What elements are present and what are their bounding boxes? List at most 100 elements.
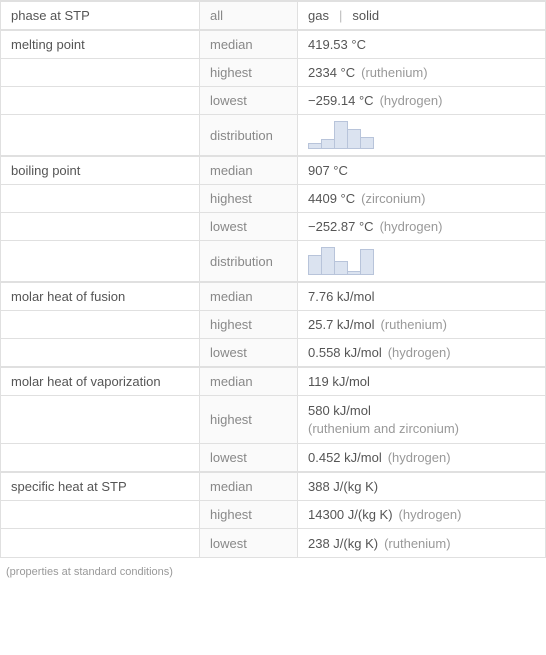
property-name (1, 185, 199, 212)
table-row: phase at STPallgas | solid (1, 1, 545, 30)
stat-value: 388 J/(kg K) (297, 473, 545, 500)
histogram-bar (334, 261, 348, 275)
stat-label: lowest (199, 87, 297, 114)
stat-value: 4409 °C (zirconium) (297, 185, 545, 212)
property-name: boiling point (1, 157, 199, 184)
histogram-bar (347, 129, 361, 149)
table-row: highest 2334 °C (ruthenium) (1, 59, 545, 87)
value-note: (zirconium) (361, 191, 425, 206)
histogram-bar (360, 249, 374, 275)
stat-label: highest (199, 59, 297, 86)
stat-value: 580 kJ/mol(ruthenium and zirconium) (297, 396, 545, 443)
value-text: 580 kJ/mol (308, 402, 459, 420)
histogram-bar (347, 271, 361, 275)
property-name (1, 213, 199, 240)
value-text: 238 J/(kg K) (308, 536, 378, 551)
property-name (1, 59, 199, 86)
property-name (1, 311, 199, 338)
properties-table: phase at STPallgas|solidmelting pointmed… (0, 0, 546, 558)
stat-label: lowest (199, 444, 297, 471)
stat-value (297, 241, 545, 281)
stat-label: highest (199, 311, 297, 338)
table-row: melting pointmedian 419.53 °C (1, 30, 545, 59)
stat-value: 7.76 kJ/mol (297, 283, 545, 310)
stat-label: all (199, 2, 297, 29)
value-part: solid (352, 8, 379, 23)
value-text: 25.7 kJ/mol (308, 317, 374, 332)
property-name: melting point (1, 31, 199, 58)
stat-label: median (199, 473, 297, 500)
stat-value: 419.53 °C (297, 31, 545, 58)
property-name: specific heat at STP (1, 473, 199, 500)
stat-value: 0.558 kJ/mol (hydrogen) (297, 339, 545, 366)
stat-label: median (199, 31, 297, 58)
table-row: molar heat of fusionmedian7.76 kJ/mol (1, 282, 545, 311)
stat-value: 14300 J/(kg K)(hydrogen) (297, 501, 545, 528)
value-text: 388 J/(kg K) (308, 479, 378, 494)
stat-label: distribution (199, 241, 297, 281)
table-row: specific heat at STPmedian 388 J/(kg K) (1, 472, 545, 501)
stat-label: distribution (199, 115, 297, 155)
property-name (1, 529, 199, 557)
value-multiline: 580 kJ/mol(ruthenium and zirconium) (308, 402, 459, 437)
value-text: 2334 °C (308, 65, 355, 80)
value-note: (ruthenium and zirconium) (308, 420, 459, 438)
property-name (1, 87, 199, 114)
table-row: molar heat of vaporizationmedian 119 kJ/m… (1, 367, 545, 396)
stat-value: −252.87 °C (hydrogen) (297, 213, 545, 240)
table-row: highest14300 J/(kg K)(hydrogen) (1, 501, 545, 529)
stat-value (297, 115, 545, 155)
value-text: 0.558 kJ/mol (308, 345, 382, 360)
value-text: 119 kJ/mol (308, 374, 370, 389)
footnote: (properties at standard conditions) (0, 558, 546, 586)
stat-label: highest (199, 396, 297, 443)
value-text: 4409 °C (308, 191, 355, 206)
value-text: 0.452 kJ/mol (308, 450, 382, 465)
histogram-bar (321, 139, 335, 149)
stat-label: lowest (199, 213, 297, 240)
separator: | (339, 8, 342, 23)
value-text: 419.53 °C (308, 37, 366, 52)
value-note: (hydrogen) (380, 219, 443, 234)
property-name (1, 501, 199, 528)
histogram-bar (308, 255, 322, 275)
table-row: lowest−259.14 °C(hydrogen) (1, 87, 545, 115)
property-name: molar heat of vaporization (1, 368, 199, 395)
histogram (308, 119, 373, 151)
histogram-bar (334, 121, 348, 149)
stat-label: median (199, 368, 297, 395)
table-row: distribution (1, 115, 545, 156)
table-row: highest 4409 °C (zirconium) (1, 185, 545, 213)
property-name (1, 115, 199, 155)
property-name (1, 444, 199, 471)
value-note: (hydrogen) (388, 345, 451, 360)
value-note: (ruthenium) (384, 536, 450, 551)
table-row: boiling pointmedian907 °C (1, 156, 545, 185)
value-note: (hydrogen) (380, 93, 443, 108)
stat-label: median (199, 283, 297, 310)
property-name (1, 396, 199, 443)
stat-value: 25.7 kJ/mol (ruthenium) (297, 311, 545, 338)
value-note: (ruthenium) (380, 317, 446, 332)
histogram-bar (321, 247, 335, 275)
table-row: lowest −252.87 °C (hydrogen) (1, 213, 545, 241)
stat-value: gas | solid (297, 2, 545, 29)
value-text: −252.87 °C (308, 219, 374, 234)
property-name (1, 339, 199, 366)
stat-label: highest (199, 185, 297, 212)
value-part: gas (308, 8, 329, 23)
stat-label: lowest (199, 339, 297, 366)
stat-label: highest (199, 501, 297, 528)
histogram-bar (360, 137, 374, 149)
stat-value: 907 °C (297, 157, 545, 184)
table-row: lowest 0.452 kJ/mol (hydrogen) (1, 444, 545, 472)
stat-value: 238 J/(kg K) (ruthenium) (297, 529, 545, 557)
value-note: (ruthenium) (361, 65, 427, 80)
stat-value: 119 kJ/mol (297, 368, 545, 395)
table-row: highest 580 kJ/mol(ruthenium and zirconiu… (1, 396, 545, 444)
value-note: (hydrogen) (388, 450, 451, 465)
property-name: phase at STP (1, 2, 199, 29)
histogram-bar (308, 143, 322, 149)
property-name (1, 241, 199, 281)
table-row: lowest 0.558 kJ/mol (hydrogen) (1, 339, 545, 367)
